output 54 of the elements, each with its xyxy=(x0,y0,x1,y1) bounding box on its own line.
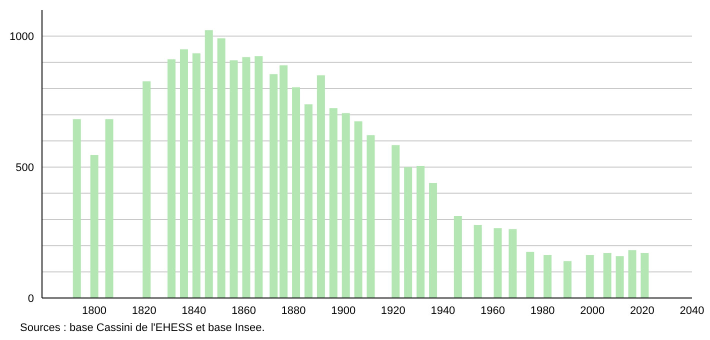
x-tick-label: 1820 xyxy=(132,304,156,317)
bar xyxy=(168,59,176,298)
y-tick-label: 500 xyxy=(16,162,34,174)
bar xyxy=(292,87,300,298)
bar xyxy=(616,256,624,298)
bar xyxy=(603,252,612,298)
x-tick-label: 1980 xyxy=(530,304,555,317)
bar xyxy=(526,252,534,298)
bar xyxy=(280,65,288,298)
x-tick-label: 1800 xyxy=(82,304,107,317)
x-tick-label: 1860 xyxy=(231,304,256,317)
bar xyxy=(429,183,438,298)
bar xyxy=(628,250,636,298)
bar xyxy=(366,135,375,298)
x-tick-label: 2040 xyxy=(680,304,704,317)
x-tick-label: 1840 xyxy=(182,304,206,317)
bar xyxy=(586,255,594,298)
x-tick-label: 2000 xyxy=(580,304,605,317)
bar xyxy=(254,56,263,298)
bar xyxy=(230,60,238,298)
bar xyxy=(454,216,462,298)
bar xyxy=(404,167,412,298)
bar xyxy=(90,155,98,298)
bar xyxy=(392,145,400,298)
bar xyxy=(640,252,649,298)
bar xyxy=(342,113,350,298)
bar xyxy=(204,30,213,298)
bar xyxy=(270,74,278,298)
bar xyxy=(544,255,552,298)
bar xyxy=(416,166,425,298)
bar xyxy=(474,224,482,298)
bar xyxy=(105,119,114,298)
bar xyxy=(142,81,151,298)
bar xyxy=(494,228,502,298)
bar xyxy=(354,121,362,298)
source-note: Sources : base Cassini de l'EHESS et base Insee. xyxy=(20,322,266,334)
x-tick-label: 1920 xyxy=(380,304,406,317)
bar xyxy=(304,104,312,298)
y-tick-label: 0 xyxy=(28,292,34,305)
x-tick-label: 1880 xyxy=(281,304,306,317)
x-tick-label: 2020 xyxy=(630,304,654,317)
bar xyxy=(192,53,200,298)
bar xyxy=(316,75,325,298)
bar xyxy=(180,49,188,298)
bar xyxy=(508,229,517,298)
bar xyxy=(217,38,226,298)
x-tick-label: 1960 xyxy=(480,304,506,317)
bar xyxy=(329,108,338,298)
x-tick-label: 1900 xyxy=(331,304,356,317)
x-tick-label: 1940 xyxy=(430,304,456,317)
y-tick-label: 1000 xyxy=(10,31,34,44)
bar xyxy=(564,261,572,298)
bar xyxy=(242,57,250,298)
bar xyxy=(72,119,81,298)
